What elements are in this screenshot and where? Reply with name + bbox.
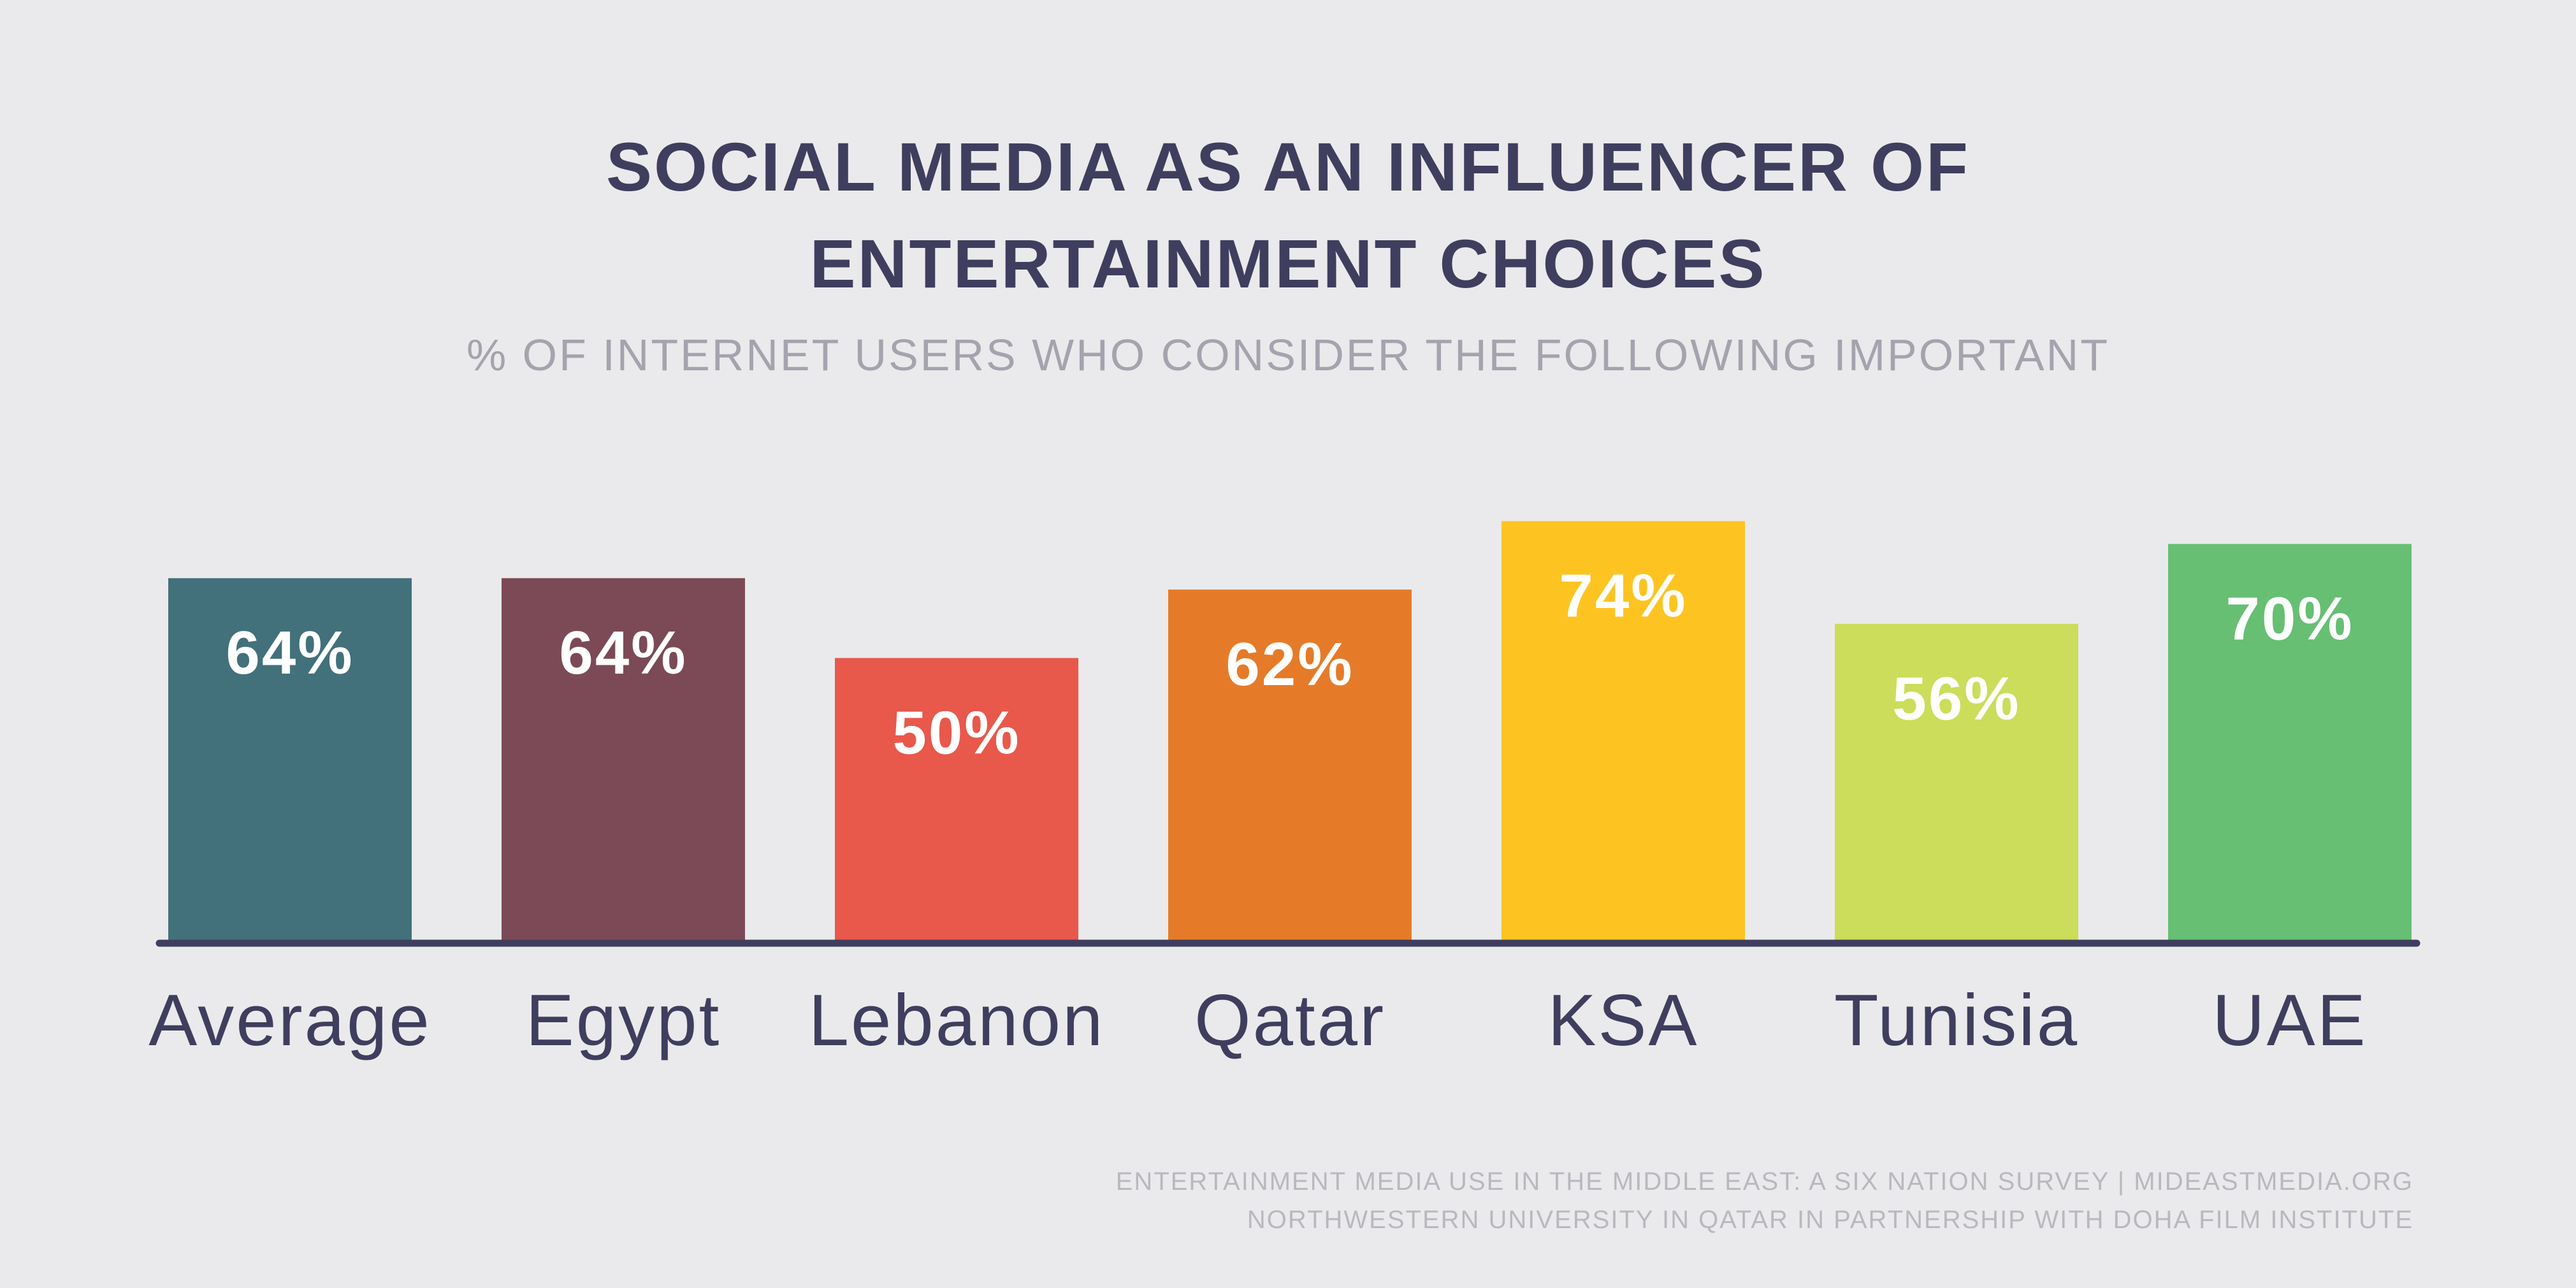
value-label-average: 64% [226, 619, 354, 687]
value-label-tunisia: 56% [1892, 665, 2020, 733]
chart-title-line-1: SOCIAL MEDIA AS AN INFLUENCER OF [605, 128, 1971, 205]
bar-egypt [502, 578, 745, 943]
source-line-1: ENTERTAINMENT MEDIA USE IN THE MIDDLE EA… [1115, 1168, 2413, 1196]
chart-title-line-2: ENTERTAINMENT CHOICES [809, 225, 1767, 302]
bar-qatar [1168, 590, 1412, 943]
category-label-average: Average [148, 980, 431, 1061]
source-line-2: NORTHWESTERN UNIVERSITY IN QATAR IN PART… [1247, 1206, 2413, 1234]
bar-uae [2168, 544, 2412, 943]
value-label-lebanon: 50% [892, 699, 1020, 767]
bar-tunisia [1835, 623, 2078, 943]
value-label-uae: 70% [2225, 585, 2354, 653]
value-label-ksa: 74% [1559, 562, 1687, 630]
bar-ksa [1501, 521, 1745, 943]
value-label-qatar: 62% [1226, 630, 1354, 698]
bar-lebanon [835, 658, 1078, 943]
category-label-uae: UAE [2212, 980, 2367, 1061]
category-label-ksa: KSA [1547, 980, 1698, 1061]
category-label-egypt: Egypt [526, 980, 721, 1061]
category-label-tunisia: Tunisia [1834, 980, 2079, 1061]
value-label-egypt: 64% [559, 619, 687, 687]
bar-average [168, 578, 412, 943]
chart-subtitle: % OF INTERNET USERS WHO CONSIDER THE FOL… [466, 330, 2109, 380]
category-label-qatar: Qatar [1194, 980, 1386, 1061]
category-label-lebanon: Lebanon [809, 980, 1105, 1061]
